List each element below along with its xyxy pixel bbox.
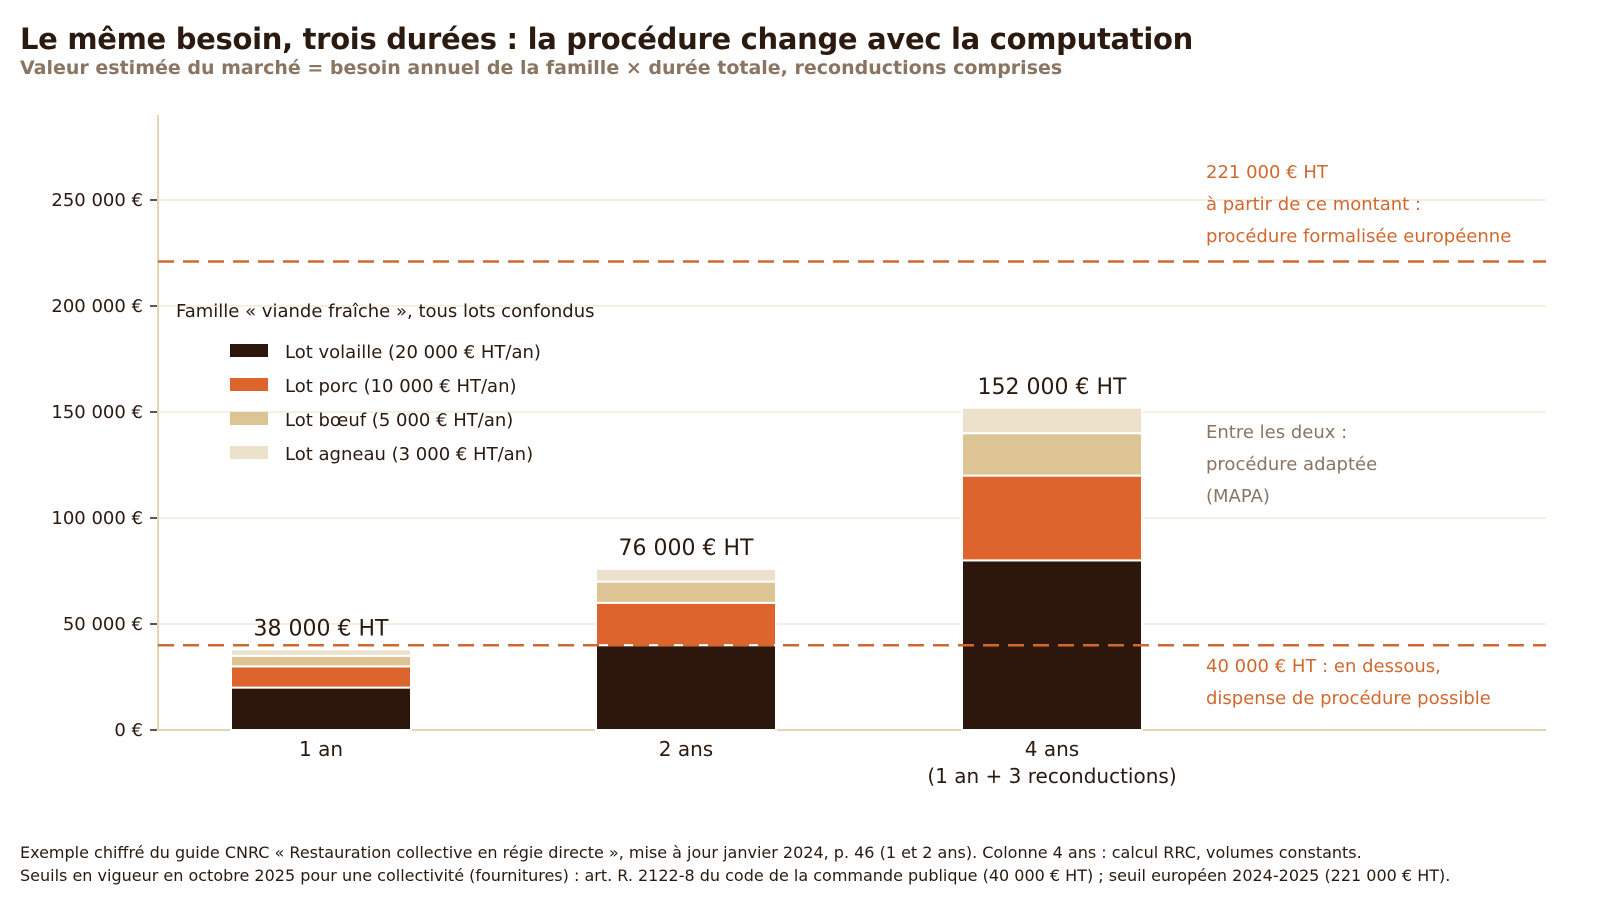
chart-subtitle: Valeur estimée du marché = besoin annuel… xyxy=(20,57,1063,79)
y-tick-label-3: 150 000 € xyxy=(51,402,143,423)
threshold-high-note-line-2: à partir de ce montant : xyxy=(1206,194,1421,215)
mapa-note-line-3: (MAPA) xyxy=(1206,486,1270,507)
bar-porc-3 xyxy=(961,474,1143,562)
bar-total-label-1: 38 000 € HT xyxy=(254,616,390,641)
legend-swatch-boeuf xyxy=(230,412,268,425)
bar-volaille-2 xyxy=(595,644,777,732)
legend-label-boeuf: Lot bœuf (5 000 € HT/an) xyxy=(285,410,513,431)
x-tick-label-2: 2 ans xyxy=(659,737,713,761)
legend-title: Famille « viande fraîche », tous lots co… xyxy=(176,301,594,322)
x-tick-label-1: 1 an xyxy=(299,737,343,761)
y-tick-label-1: 50 000 € xyxy=(63,614,143,635)
mapa-note-line-1: Entre les deux : xyxy=(1206,422,1347,443)
legend-label-porc: Lot porc (10 000 € HT/an) xyxy=(285,376,517,397)
bar-porc-1 xyxy=(230,665,412,689)
legend-label-agneau: Lot agneau (3 000 € HT/an) xyxy=(285,444,533,465)
legend-swatch-volaille xyxy=(230,344,268,357)
bar-agneau-2 xyxy=(595,567,777,583)
y-tick-label-2: 100 000 € xyxy=(51,508,143,529)
threshold-low-note-line-2: dispense de procédure possible xyxy=(1206,688,1491,709)
bar-boeuf-2 xyxy=(595,580,777,604)
source-note-line-2: Seuils en vigueur en octobre 2025 pour u… xyxy=(20,866,1451,885)
bar-boeuf-3 xyxy=(961,432,1143,477)
legend-swatch-porc xyxy=(230,378,268,391)
threshold-high-note-line-1: 221 000 € HT xyxy=(1206,162,1329,183)
source-note-line-1: Exemple chiffré du guide CNRC « Restaura… xyxy=(20,843,1362,862)
y-tick-label-5: 250 000 € xyxy=(51,190,143,211)
bar-agneau-3 xyxy=(961,406,1143,435)
chart-title: Le même besoin, trois durées : la procéd… xyxy=(20,22,1193,56)
bar-total-label-2: 76 000 € HT xyxy=(619,536,755,561)
x-tick-label-3-line-2: (1 an + 3 reconductions) xyxy=(927,764,1176,788)
x-tick-label-3: 4 ans xyxy=(1025,737,1079,761)
y-tick-label-0: 0 € xyxy=(114,720,143,741)
y-tick-label-4: 200 000 € xyxy=(51,296,143,317)
bar-volaille-1 xyxy=(230,686,412,731)
mapa-note-line-2: procédure adaptée xyxy=(1206,454,1377,475)
legend-label-volaille: Lot volaille (20 000 € HT/an) xyxy=(285,342,541,363)
threshold-low-note-line-1: 40 000 € HT : en dessous, xyxy=(1206,656,1441,677)
threshold-high-note-line-3: procédure formalisée européenne xyxy=(1206,226,1511,247)
bar-boeuf-1 xyxy=(230,654,412,668)
legend-swatch-agneau xyxy=(230,446,268,459)
bar-porc-2 xyxy=(595,601,777,647)
bar-total-label-3: 152 000 € HT xyxy=(978,375,1128,400)
bar-agneau-1 xyxy=(230,648,412,657)
